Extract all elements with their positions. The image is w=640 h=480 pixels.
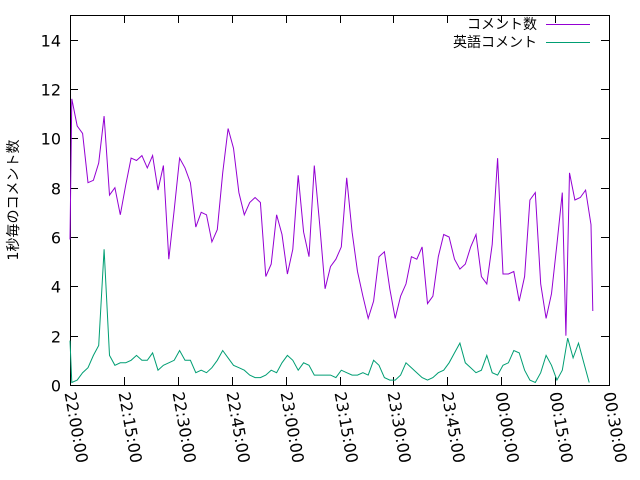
x-tick-label: 00:15:00 [546,390,577,464]
x-axis: 22:00:00 22:15:00 22:30:00 22:45:00 23:00:00… [61,15,631,464]
x-tick-label: 22:15:00 [115,390,146,464]
y-tick-label: 8 [51,180,61,199]
y-axis-title: 1秒毎のコメント数 [6,140,22,261]
x-tick-label: 23:45:00 [438,390,469,464]
y-tick-label: 10 [41,130,61,149]
x-tick-label: 22:00:00 [61,390,92,464]
y-tick-label: 4 [51,278,61,297]
plot-frame [70,15,610,386]
y-axis: 0 2 4 6 8 10 12 14 [41,32,609,396]
series-line-1 [69,98,594,336]
y-tick-label: 0 [51,377,61,396]
x-tick-label: 00:00:00 [492,390,523,464]
x-tick-label: 00:30:00 [600,390,631,464]
x-tick-label: 23:15:00 [331,390,362,464]
x-tick-label: 22:30:00 [169,390,200,464]
x-tick-label: 23:00:00 [277,390,308,464]
y-tick-label: 14 [41,32,61,51]
legend-label: 英語コメント [453,34,537,51]
legend-label: コメント数 [467,17,537,33]
x-tick-label: 22:45:00 [223,390,254,464]
series-line-2 [69,249,590,384]
y-tick-label: 12 [41,81,61,100]
y-tick-label: 2 [51,328,61,347]
y-tick-label: 6 [51,229,61,248]
series-layer [69,98,594,384]
x-tick-label: 23:30:00 [384,390,415,464]
